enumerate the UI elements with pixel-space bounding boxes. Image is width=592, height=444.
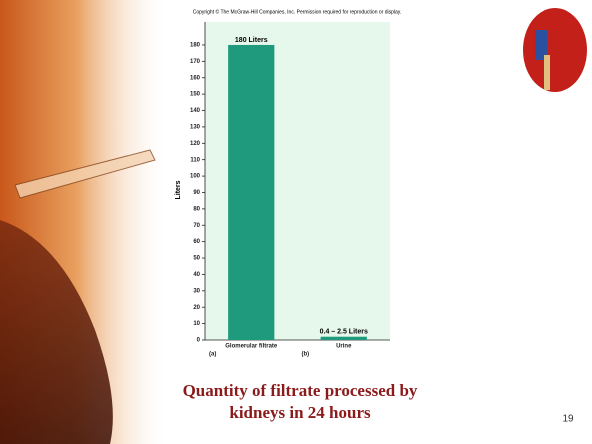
page-number: 19 [562,414,574,425]
bar [228,44,275,340]
x-tick-label: Urine [336,344,352,350]
kidney-icon [523,8,587,92]
panel-label: (a) [209,352,216,358]
y-tick-label: 70 [193,223,200,229]
y-tick-label: 170 [190,59,201,65]
y-tick-label: 120 [190,141,201,147]
y-tick-label: 40 [193,272,200,278]
y-tick-label: 20 [193,305,200,311]
y-tick-label: 50 [193,256,200,262]
chart-title: Copyright © The McGraw-Hill Companies, I… [193,8,402,15]
y-tick-label: 110 [190,157,200,163]
bar-annotation: 0.4 – 2.5 Liters [320,329,368,336]
y-tick-label: 90 [193,190,200,196]
y-tick-label: 10 [193,321,200,327]
y-tick-label: 130 [190,124,201,130]
y-tick-label: 60 [193,239,200,245]
y-tick-label: 150 [190,92,201,98]
x-tick-label: Glomerular filtrate [225,344,278,350]
y-tick-label: 100 [190,174,201,180]
pipette-decoration [14,149,156,199]
y-axis-label: Liters [175,180,182,199]
panel-label: (b) [302,352,310,358]
caption-line: kidneys in 24 hours [229,403,371,422]
bar [320,336,367,340]
caption-line: Quantity of filtrate processed by [183,381,418,400]
bar-annotation: 180 Liters [235,37,268,44]
y-tick-label: 80 [193,206,200,212]
beaker-decoration [0,220,113,444]
y-tick-label: 160 [190,75,201,81]
y-tick-label: 30 [193,288,200,294]
y-tick-label: 180 [190,43,201,49]
y-tick-label: 0 [197,338,201,344]
y-tick-label: 140 [190,108,201,114]
